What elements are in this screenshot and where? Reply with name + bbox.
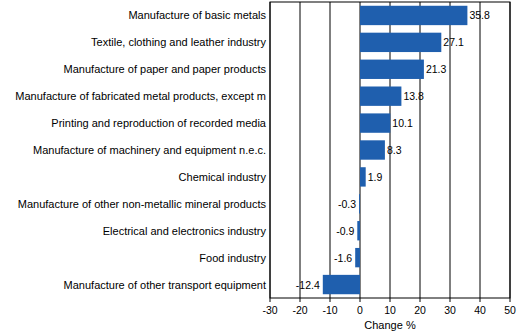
bar <box>355 248 360 267</box>
bar <box>360 33 441 52</box>
chart: -30 -20 -10 0 10 20 30 40 50 35.8 27.1 21.3 13.8 10.1… <box>0 0 517 336</box>
tick-label: -10 <box>322 304 337 316</box>
grid-line <box>300 2 301 298</box>
bar <box>360 86 401 105</box>
grid-line <box>480 2 481 298</box>
bars <box>323 6 468 294</box>
data-label: 27.1 <box>443 36 464 48</box>
tick-label: 10 <box>384 304 396 316</box>
data-label: 35.8 <box>469 9 490 21</box>
data-label: -0.9 <box>336 225 354 237</box>
category-label: Manufacture of machinery and equipment n… <box>33 144 266 156</box>
data-label: -12.4 <box>296 279 320 291</box>
category-label: Manufacture of paper and paper products <box>64 63 267 75</box>
tick-mark <box>390 298 391 302</box>
grid-line <box>330 2 331 298</box>
plot-frame <box>270 2 510 298</box>
tick-label: 30 <box>444 304 456 316</box>
category-label: Printing and reproduction of recorded me… <box>51 117 267 129</box>
category-label: Manufacture of other transport equipment <box>64 279 266 291</box>
bar <box>360 60 424 79</box>
tick-mark <box>510 298 511 302</box>
data-label: 13.8 <box>403 90 424 102</box>
category-label: Electrical and electronics industry <box>103 225 267 237</box>
bar <box>357 221 360 240</box>
tick-mark <box>420 298 421 302</box>
bar <box>360 167 366 186</box>
data-label: -0.3 <box>338 198 356 210</box>
tick-label: 40 <box>474 304 486 316</box>
tick-mark <box>450 298 451 302</box>
tick-mark <box>270 298 271 302</box>
tick-label: 50 <box>504 304 516 316</box>
tick-mark <box>300 298 301 302</box>
data-label: 10.1 <box>392 117 413 129</box>
data-label: 21.3 <box>426 63 447 75</box>
bar <box>323 275 360 294</box>
data-label: 8.3 <box>387 144 402 156</box>
category-label: Manufacture of other non-metallic minera… <box>18 198 267 210</box>
data-label: -1.6 <box>334 252 352 264</box>
bar <box>360 6 467 25</box>
tick-label: 0 <box>357 304 363 316</box>
category-label: Textile, clothing and leather industry <box>91 36 266 48</box>
bar <box>360 140 385 159</box>
bar <box>359 194 361 213</box>
data-label: 1.9 <box>368 171 383 183</box>
tick-mark <box>360 298 361 302</box>
tick-mark <box>480 298 481 302</box>
bar <box>360 113 390 132</box>
category-label: Manufacture of basic metals <box>128 9 266 21</box>
category-label: Food industry <box>199 252 266 264</box>
axis-title: Change % <box>364 319 416 331</box>
tick-label: 20 <box>414 304 426 316</box>
tick-label: -30 <box>262 304 277 316</box>
category-label: Manufacture of fabricated metal products… <box>15 90 266 102</box>
tick-mark <box>330 298 331 302</box>
tick-label: -20 <box>292 304 307 316</box>
category-label: Chemical industry <box>179 171 267 183</box>
